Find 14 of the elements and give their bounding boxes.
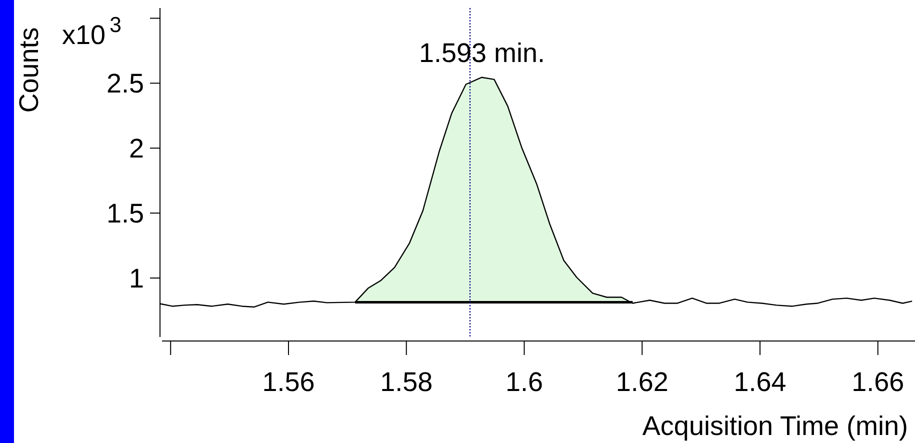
x-tick-label: 1.6 [505, 367, 544, 397]
y-axis-title: Counts [14, 27, 44, 113]
y-tick-label: 1 [128, 263, 144, 294]
y-tick-label: 1.5 [106, 198, 144, 229]
annotation: 1.593 min. [418, 38, 546, 68]
x-tick-label: 1.56 [262, 367, 315, 397]
x-axis-title: Acquisition Time (min) [642, 411, 908, 441]
x-tick-label: 1.58 [380, 367, 433, 397]
text: x10$^{3}$ [62, 12, 122, 50]
x-tick-label: 1.64 [734, 367, 786, 397]
y-tick-label: 2 [128, 134, 144, 164]
x-tick-label: 1.62 [616, 367, 668, 397]
y-tick-label: 2.5 [106, 68, 144, 99]
x-tick-label: 1.66 [852, 367, 904, 397]
